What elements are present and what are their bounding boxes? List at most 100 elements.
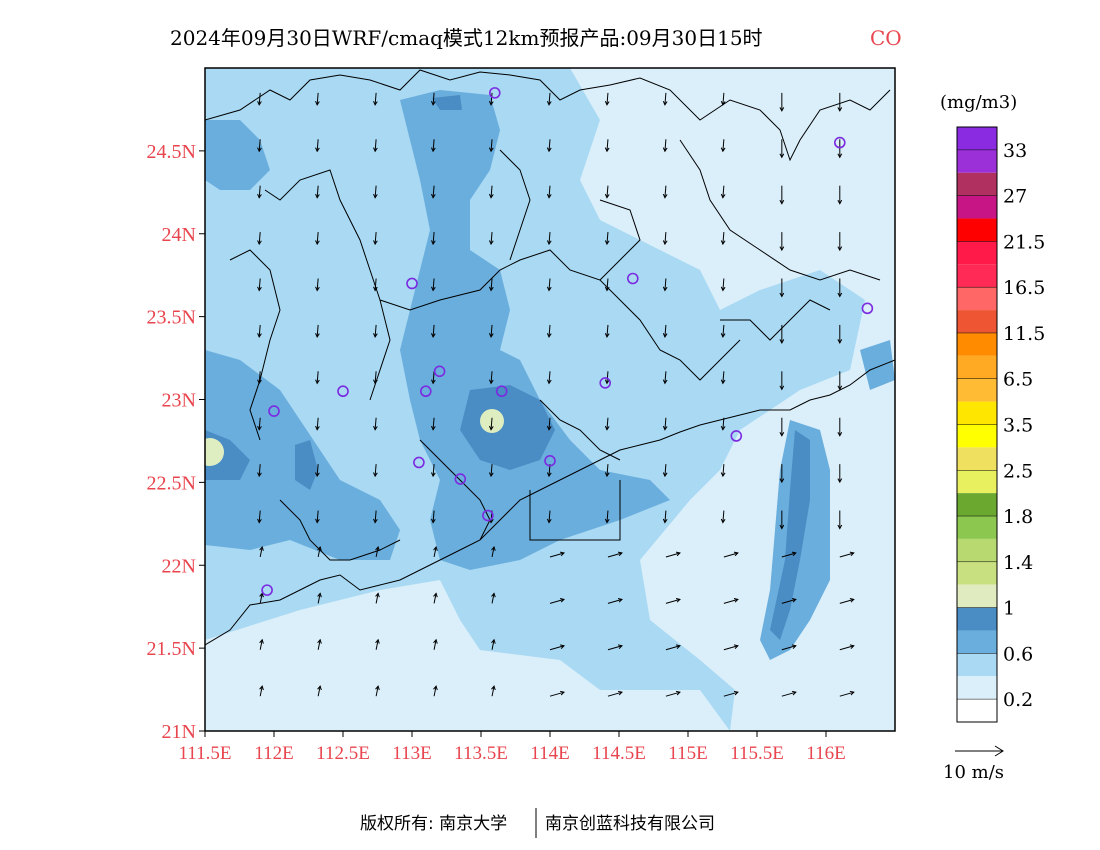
colorbar-swatch: [957, 355, 997, 379]
wind-vector: [317, 686, 321, 697]
colorbar-swatch: [957, 127, 997, 150]
city-boundary-9: [529, 480, 621, 541]
wind-vector-head: [315, 101, 320, 106]
wind-vector-head: [315, 518, 320, 524]
colorbar-swatch: [957, 676, 997, 700]
wind-vector: [258, 324, 261, 337]
wind-vector: [491, 686, 495, 697]
mid-concentration-region-far-east: [860, 340, 895, 390]
wind-vector-head: [849, 690, 855, 696]
wind-vector: [781, 645, 796, 651]
lon-tick-label: 112E: [254, 743, 293, 764]
wind-vector-head: [433, 592, 438, 598]
wind-vector-head: [675, 551, 681, 557]
lat-tick-label: 23N: [162, 390, 196, 412]
wind-vector-head: [604, 379, 610, 385]
colorbar-label: 0.2: [1003, 689, 1033, 711]
colorbar-swatch: [957, 584, 997, 608]
wind-vector-head: [315, 193, 320, 199]
station-marker: [261, 584, 273, 596]
wind-vector: [316, 371, 319, 384]
wind-vector-head: [546, 518, 552, 524]
wind-vector: [781, 691, 796, 697]
latitude-axis: 24.5N 24N 23.5N 23N 22.5N 22N 21.5N 21N: [147, 141, 205, 743]
wind-vector: [258, 185, 261, 198]
wind-vector: [606, 510, 609, 523]
wind-vector: [606, 371, 609, 384]
wind-vector-head: [257, 147, 262, 153]
wind-vector: [374, 324, 377, 337]
wind-vector-head: [837, 246, 843, 252]
wind-vector: [490, 371, 493, 384]
wind-vector-head: [837, 339, 843, 344]
wind-vector-head: [488, 425, 494, 431]
city-boundary-6: [229, 249, 281, 441]
wind-vector-head: [257, 472, 262, 478]
wind-vector: [606, 92, 609, 105]
wind-vector-head: [837, 153, 843, 159]
colorbar-label: 27: [1003, 186, 1027, 208]
colorbar-swatch: [957, 538, 997, 562]
wind-vector-head: [791, 551, 797, 557]
station-marker: [268, 405, 280, 417]
wind-vector: [433, 546, 437, 558]
wind-vector: [665, 691, 681, 697]
wind-vector-head: [662, 286, 668, 292]
colorbar-swatch: [957, 561, 997, 585]
wind-vector-head: [315, 472, 320, 478]
wind-vector-head: [849, 598, 855, 603]
wind-vector-head: [546, 147, 552, 153]
colorbar-swatch: [957, 195, 997, 219]
wind-vector-head: [375, 592, 380, 598]
colorbar-swatch: [957, 401, 997, 425]
lon-tick-label: 114.5E: [592, 743, 646, 764]
wind-vector-head: [491, 592, 496, 598]
high-concentration-core-north: [432, 95, 462, 110]
wind-vector: [549, 552, 565, 558]
wind-vector-head: [733, 644, 739, 649]
wind-vector-head: [720, 193, 726, 199]
wind-vector: [549, 645, 565, 651]
wind-vector: [607, 598, 623, 604]
wind-vector-head: [259, 685, 264, 691]
wind-vector-head: [779, 431, 785, 437]
city-boundary-3: [499, 149, 531, 261]
wind-vector-head: [837, 524, 843, 530]
wind-vector-head: [720, 472, 726, 478]
wind-vector: [316, 92, 319, 105]
footer-company: 南京创蓝科技有限公司: [545, 814, 715, 834]
species-label: CO: [870, 26, 902, 50]
wind-vector: [722, 464, 725, 477]
wind-vector-head: [604, 147, 610, 153]
wind-vector-head: [317, 545, 322, 551]
wind-vector-head: [546, 286, 552, 292]
wind-vector-head: [733, 551, 739, 557]
colorbar-label: 33: [1003, 140, 1027, 162]
wind-vector: [432, 185, 435, 198]
colorbar-label: 11.5: [1003, 323, 1045, 345]
wind-vector: [607, 645, 623, 651]
wind-vector: [548, 185, 551, 198]
wind-vector: [317, 593, 321, 604]
wind-vector: [490, 232, 493, 245]
wind-vector: [548, 232, 551, 245]
wind-vector-head: [546, 240, 552, 246]
wind-vector-head: [779, 153, 785, 159]
wind-vector-head: [675, 644, 681, 649]
wind-vector: [722, 324, 725, 337]
wind-legend: 10 m/s: [943, 745, 1004, 783]
wind-vector-head: [373, 193, 378, 199]
wind-vector: [432, 324, 435, 337]
wind-vector-head: [837, 199, 843, 205]
station-markers: [261, 87, 874, 596]
colorbar-swatch: [957, 287, 997, 311]
colorbar-swatch: [957, 172, 997, 196]
wind-vector-head: [488, 101, 494, 106]
wind-vector-head: [433, 685, 438, 691]
station-marker: [406, 277, 418, 290]
wind-vector-head: [604, 333, 610, 338]
wind-vector-head: [433, 545, 438, 551]
wind-vector-head: [559, 551, 566, 557]
wind-vector: [548, 417, 551, 430]
